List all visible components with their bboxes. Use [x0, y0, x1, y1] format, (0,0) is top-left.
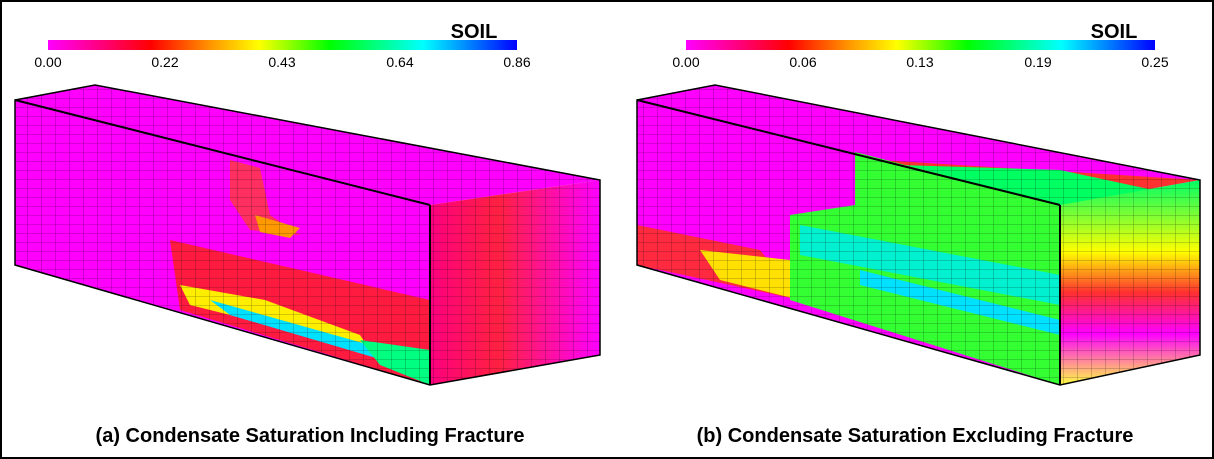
colorbar-tick: 0.43 [268, 54, 295, 70]
colorbar-tick: 0.13 [906, 54, 933, 70]
colorbar-tick: 0.19 [1024, 54, 1051, 70]
colorbar-tick: 0.86 [503, 54, 530, 70]
colorbar-tick: 0.22 [151, 54, 178, 70]
colorbar-tick: 0.00 [34, 54, 61, 70]
colorbar-title: SOIL [451, 21, 498, 43]
colorbar-tick: 0.06 [789, 54, 816, 70]
figure: SOIL 0.00 0.22 0.43 0.64 0.86 (a) Conden… [0, 0, 1214, 459]
colorbar [48, 40, 517, 50]
colorbar-tick: 0.64 [386, 54, 413, 70]
caption: (b) Condensate Saturation Excluding Frac… [697, 425, 1134, 447]
colorbar [686, 40, 1155, 50]
colorbar-tick: 0.00 [672, 54, 699, 70]
colorbar-tick: 0.25 [1141, 54, 1168, 70]
colorbar-title: SOIL [1091, 21, 1138, 43]
caption: (a) Condensate Saturation Including Frac… [96, 425, 525, 447]
